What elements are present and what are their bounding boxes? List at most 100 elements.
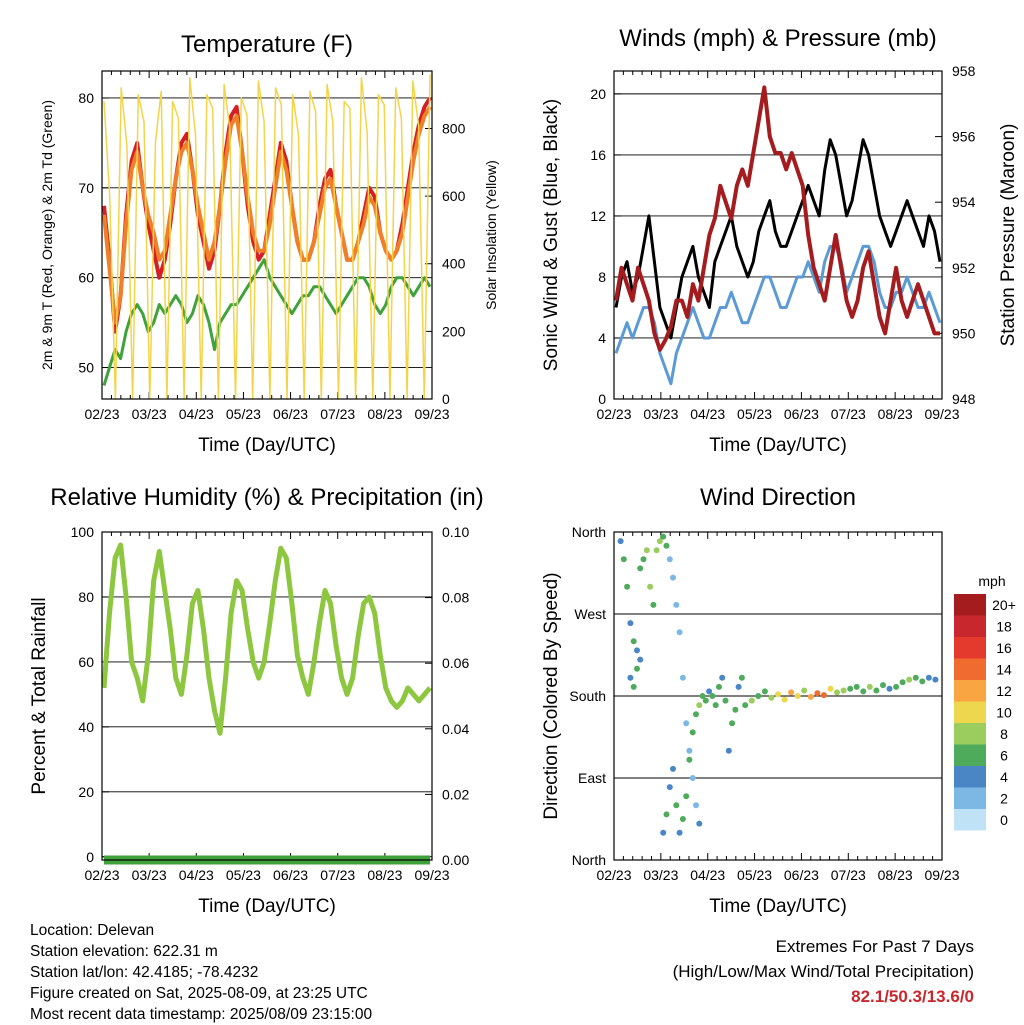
y2-tick-label: 200 [442,323,466,339]
direction-point [686,756,693,763]
x-tick-label: 03/23 [643,406,678,422]
chart-title-direction: Wind Direction [700,484,856,511]
x-tick-label: 05/23 [737,406,772,422]
direction-point [660,533,667,540]
colorbar-label: 12 [996,683,1012,699]
y-tick-label: North [572,524,606,540]
direction-point [689,775,696,781]
y-tick-label: 20 [78,784,94,800]
direction-point [630,683,637,690]
direction-point [634,647,640,654]
colorbar-label: 2 [1000,790,1008,806]
direction-point [906,676,913,683]
x-tick-label: 08/23 [878,867,913,883]
direction-point [676,829,683,836]
colorbar-label: 6 [1000,747,1008,763]
x-tick-label: 08/23 [878,406,913,422]
direction-point [860,688,867,695]
colorbar-label: 10 [996,704,1012,720]
direction-point [650,601,657,608]
direction-point [748,697,755,704]
direction-point [706,688,713,695]
y2-axis-label: Station Pressure (Maroon) [998,124,1019,347]
plot-frame-humidity [101,531,433,861]
direction-point [640,556,647,563]
x-tick-label: 07/23 [831,867,866,883]
x-tick-label: 03/23 [643,867,678,883]
direction-point [775,691,781,698]
y2-tick-label: 0.10 [442,524,469,540]
chart-title-humidity: Relative Humidity (%) & Precipitation (i… [50,484,483,511]
y2-tick-label: 948 [952,391,976,407]
direction-point [932,676,939,683]
direction-point [660,829,667,836]
colorbar-swatch [954,701,986,723]
direction-point [637,565,644,572]
direction-point [666,556,673,563]
direction-point [683,793,690,800]
x-tick-label: 08/23 [367,867,402,883]
x-tick-label: 09/23 [924,867,959,883]
colorbar-label: 14 [996,661,1012,677]
y2-tick-label: 800 [442,120,466,136]
y2-tick-label: 958 [952,63,976,79]
y-tick-label: 0 [598,391,606,407]
y-tick-label: East [578,770,606,786]
direction-point [735,683,742,690]
x-tick-label: 07/23 [320,406,355,422]
direction-point [656,538,663,545]
y-tick-label: 50 [78,360,94,376]
direction-point [702,697,709,704]
x-axis-label: Time (Day/UTC) [198,435,336,456]
colorbar-swatch [954,744,986,766]
y2-tick-label: 952 [952,260,976,276]
x-tick-label: 07/23 [320,867,355,883]
direction-point [847,685,854,692]
direction-point [814,690,821,697]
y-tick-label: North [572,852,606,868]
direction-point [725,747,732,754]
colorbar-label: 20+ [992,597,1016,613]
y-axis-label: 2m & 9m T (Red, Orange) & 2m Td (Green) [39,100,55,370]
extremes-title: Extremes For Past 7 Days [775,937,974,956]
direction-point [627,674,634,681]
x-tick-label: 04/23 [690,406,725,422]
direction-point [643,547,650,554]
y2-tick-label: 0.08 [442,590,469,606]
y2-tick-label: 0.02 [442,786,469,802]
x-tick-label: 02/23 [596,406,631,422]
x-tick-label: 06/23 [273,406,308,422]
y-tick-label: 16 [590,147,606,163]
direction-point [768,694,775,701]
x-tick-label: 09/23 [924,406,959,422]
series-line-winds-1 [614,244,942,386]
x-tick-label: 03/23 [132,406,167,422]
recent-timestamp: Most recent data timestamp: 2025/08/09 2… [30,1006,373,1023]
y-tick-label: 20 [590,86,606,102]
direction-point [925,674,932,681]
y2-tick-label: 400 [442,256,466,272]
y2-tick-label: 950 [952,325,976,341]
y-tick-label: 100 [71,524,95,540]
direction-point [693,711,699,718]
station-latlon: Station lat/lon: 42.4185; -78.4232 [30,964,259,981]
direction-point [834,689,840,696]
y2-tick-label: 0.06 [442,655,469,671]
x-tick-label: 09/23 [414,406,449,422]
x-tick-label: 02/23 [84,406,119,422]
x-tick-label: 06/23 [784,406,819,422]
y-axis-label: Direction (Colored By Speed) [541,572,562,819]
y2-tick-label: 0.04 [442,721,469,737]
x-tick-label: 04/23 [179,406,214,422]
x-tick-label: 06/23 [273,867,308,883]
extremes-subtitle: (High/Low/Max Wind/Total Precipitation) [672,962,974,981]
direction-point [673,802,680,809]
series-line-winds-2 [614,85,940,352]
direction-point [886,685,893,692]
extremes-panel: Extremes For Past 7 Days (High/Low/Max W… [673,934,974,1009]
colorbar-swatch [954,766,986,788]
y-axis-label: Percent & Total Rainfall [29,597,50,794]
colorbar-swatch [954,809,986,831]
y-tick-label: West [574,606,606,622]
figure-created: Figure created on Sat, 2025-08-09, at 23… [30,985,368,1002]
